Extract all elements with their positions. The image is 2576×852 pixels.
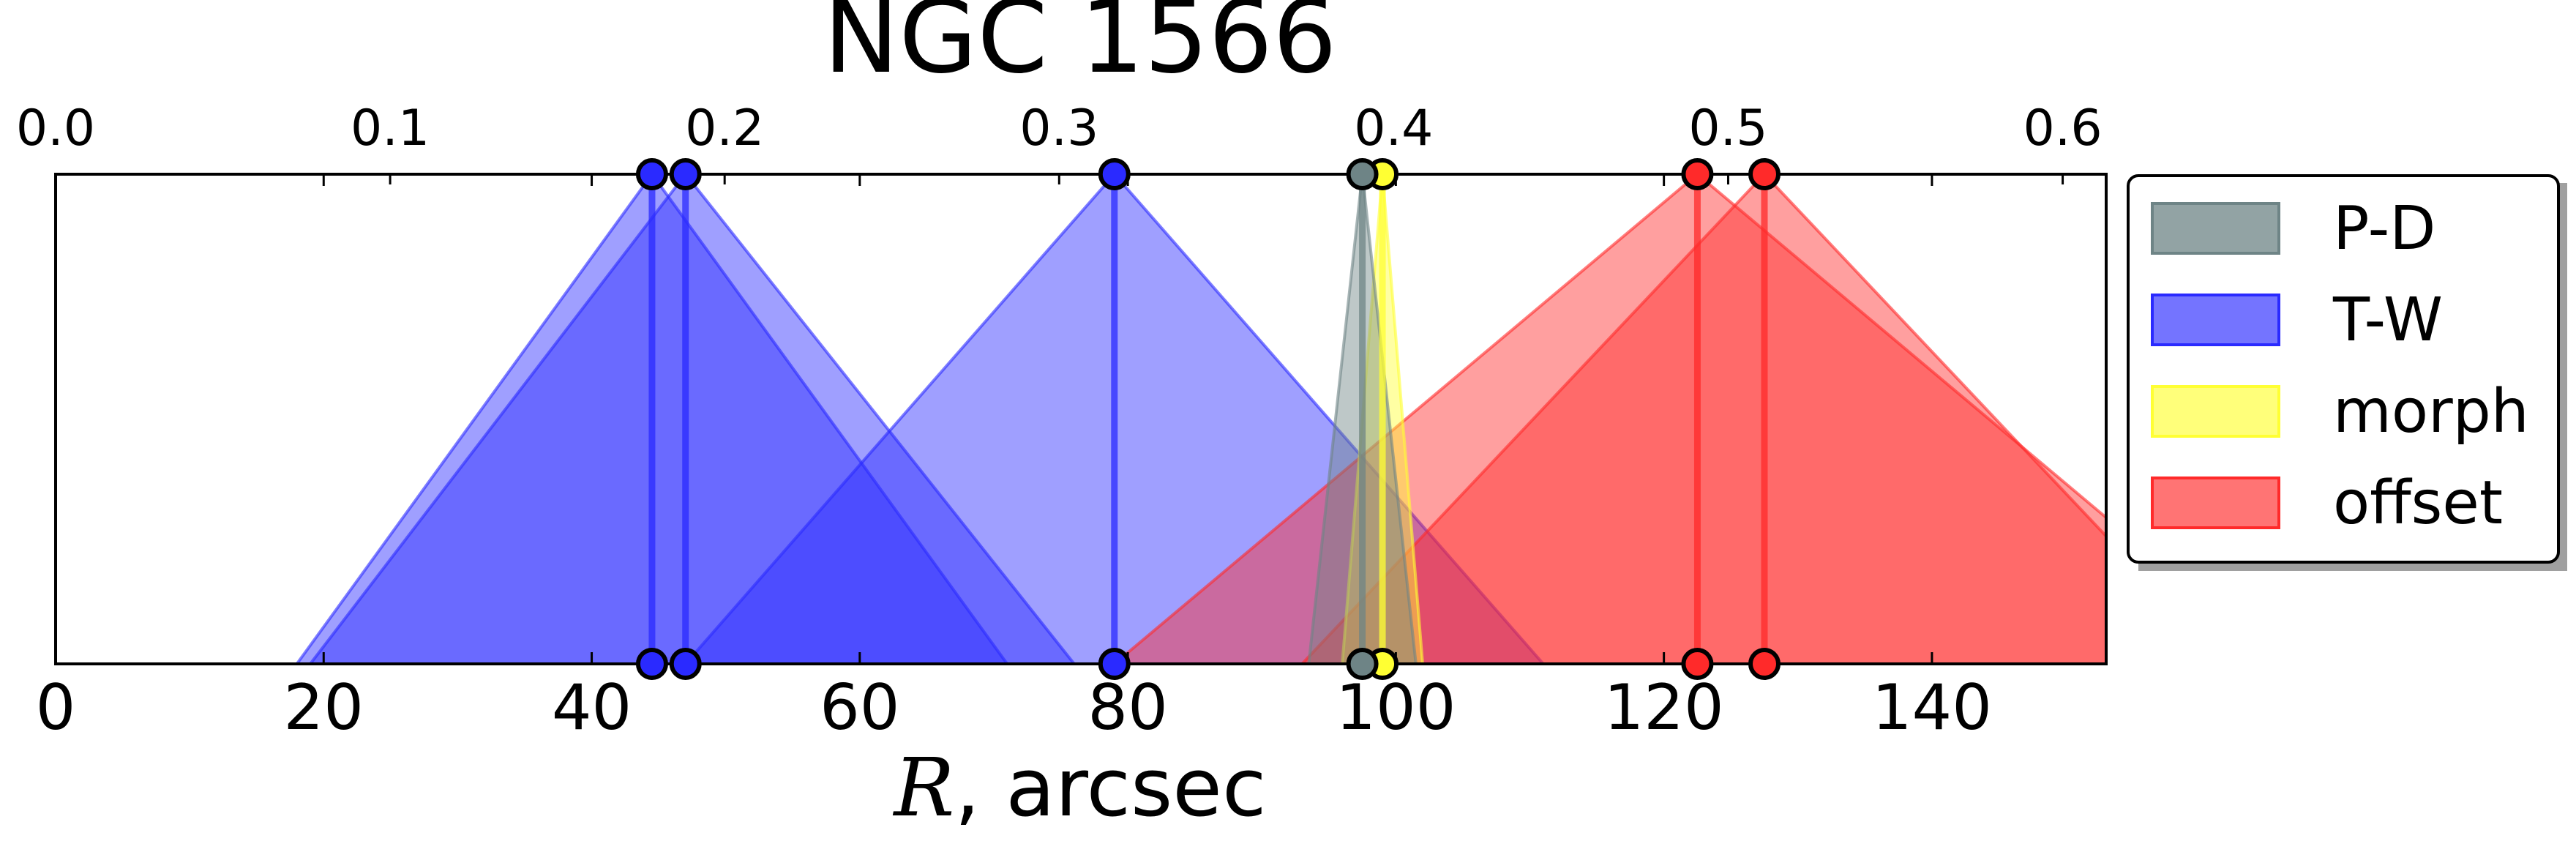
x-tick-label: 140	[1872, 671, 1992, 744]
t-w-point-3-top	[1098, 158, 1131, 190]
plot-area	[295, 174, 2106, 664]
p-d-point-1-bottom	[1346, 648, 1379, 680]
marker-layer	[635, 158, 1781, 680]
t-w-point-2-bottom	[669, 648, 702, 680]
offset-point-1-top	[1681, 158, 1714, 190]
top-tick-label: 0.4	[1354, 100, 1433, 157]
offset-point-2-bottom	[1748, 648, 1781, 680]
x-tick-label: 0	[36, 671, 76, 744]
x-axis-label-unit: , arcsec	[954, 741, 1266, 834]
legend-label-morph: morph	[2333, 377, 2529, 446]
legend-swatch-p-d	[2151, 202, 2280, 255]
offset-point-2-top	[1748, 158, 1781, 190]
x-tick-label: 20	[284, 671, 364, 744]
plot-frame	[54, 173, 2108, 665]
t-w-point-3-bottom	[1098, 648, 1131, 680]
top-tick-label: 0.2	[685, 100, 764, 157]
legend-label-t-w: T-W	[2332, 285, 2443, 355]
t-w-point-1-bottom	[635, 648, 668, 680]
top-axis: 0.0 0.1 0.2 0.3 0.4 0.5 0.6	[16, 100, 2103, 184]
t-w-point-2-top	[669, 158, 702, 190]
x-tick-label: 40	[552, 671, 632, 744]
x-tick-label: 80	[1087, 671, 1167, 744]
offset-point-1-bottom	[1681, 648, 1714, 680]
legend-label-p-d: P-D	[2333, 194, 2435, 264]
legend-swatch-t-w	[2151, 294, 2280, 346]
chart-title: NGC 1566	[823, 0, 1337, 96]
top-tick-label: 0.1	[351, 100, 430, 157]
legend: P-D T-W morph offset	[2127, 174, 2567, 571]
p-d-point-1-top	[1346, 158, 1379, 190]
legend-label-offset: offset	[2333, 468, 2503, 538]
legend-box	[2127, 174, 2560, 564]
t-w-region-2	[308, 174, 1077, 664]
top-tick-label: 0.6	[2023, 100, 2102, 157]
bottom-axis: 0 20 40 60 80 100 120 140	[36, 174, 1992, 744]
top-tick-label: 0.3	[1019, 100, 1098, 157]
x-tick-label: 60	[820, 671, 899, 744]
t-w-point-1-top	[635, 158, 668, 190]
legend-swatch-offset	[2151, 477, 2280, 529]
legend-swatch-morph	[2151, 385, 2280, 438]
offset-region-2	[1300, 174, 2106, 664]
x-axis-label: R, arcsec	[893, 741, 1267, 834]
x-tick-label: 120	[1604, 671, 1724, 744]
x-tick-label: 100	[1336, 671, 1456, 744]
top-tick-label: 0.0	[16, 100, 95, 157]
top-tick-label: 0.5	[1688, 100, 1767, 157]
x-axis-label-symbol: R	[893, 741, 955, 834]
